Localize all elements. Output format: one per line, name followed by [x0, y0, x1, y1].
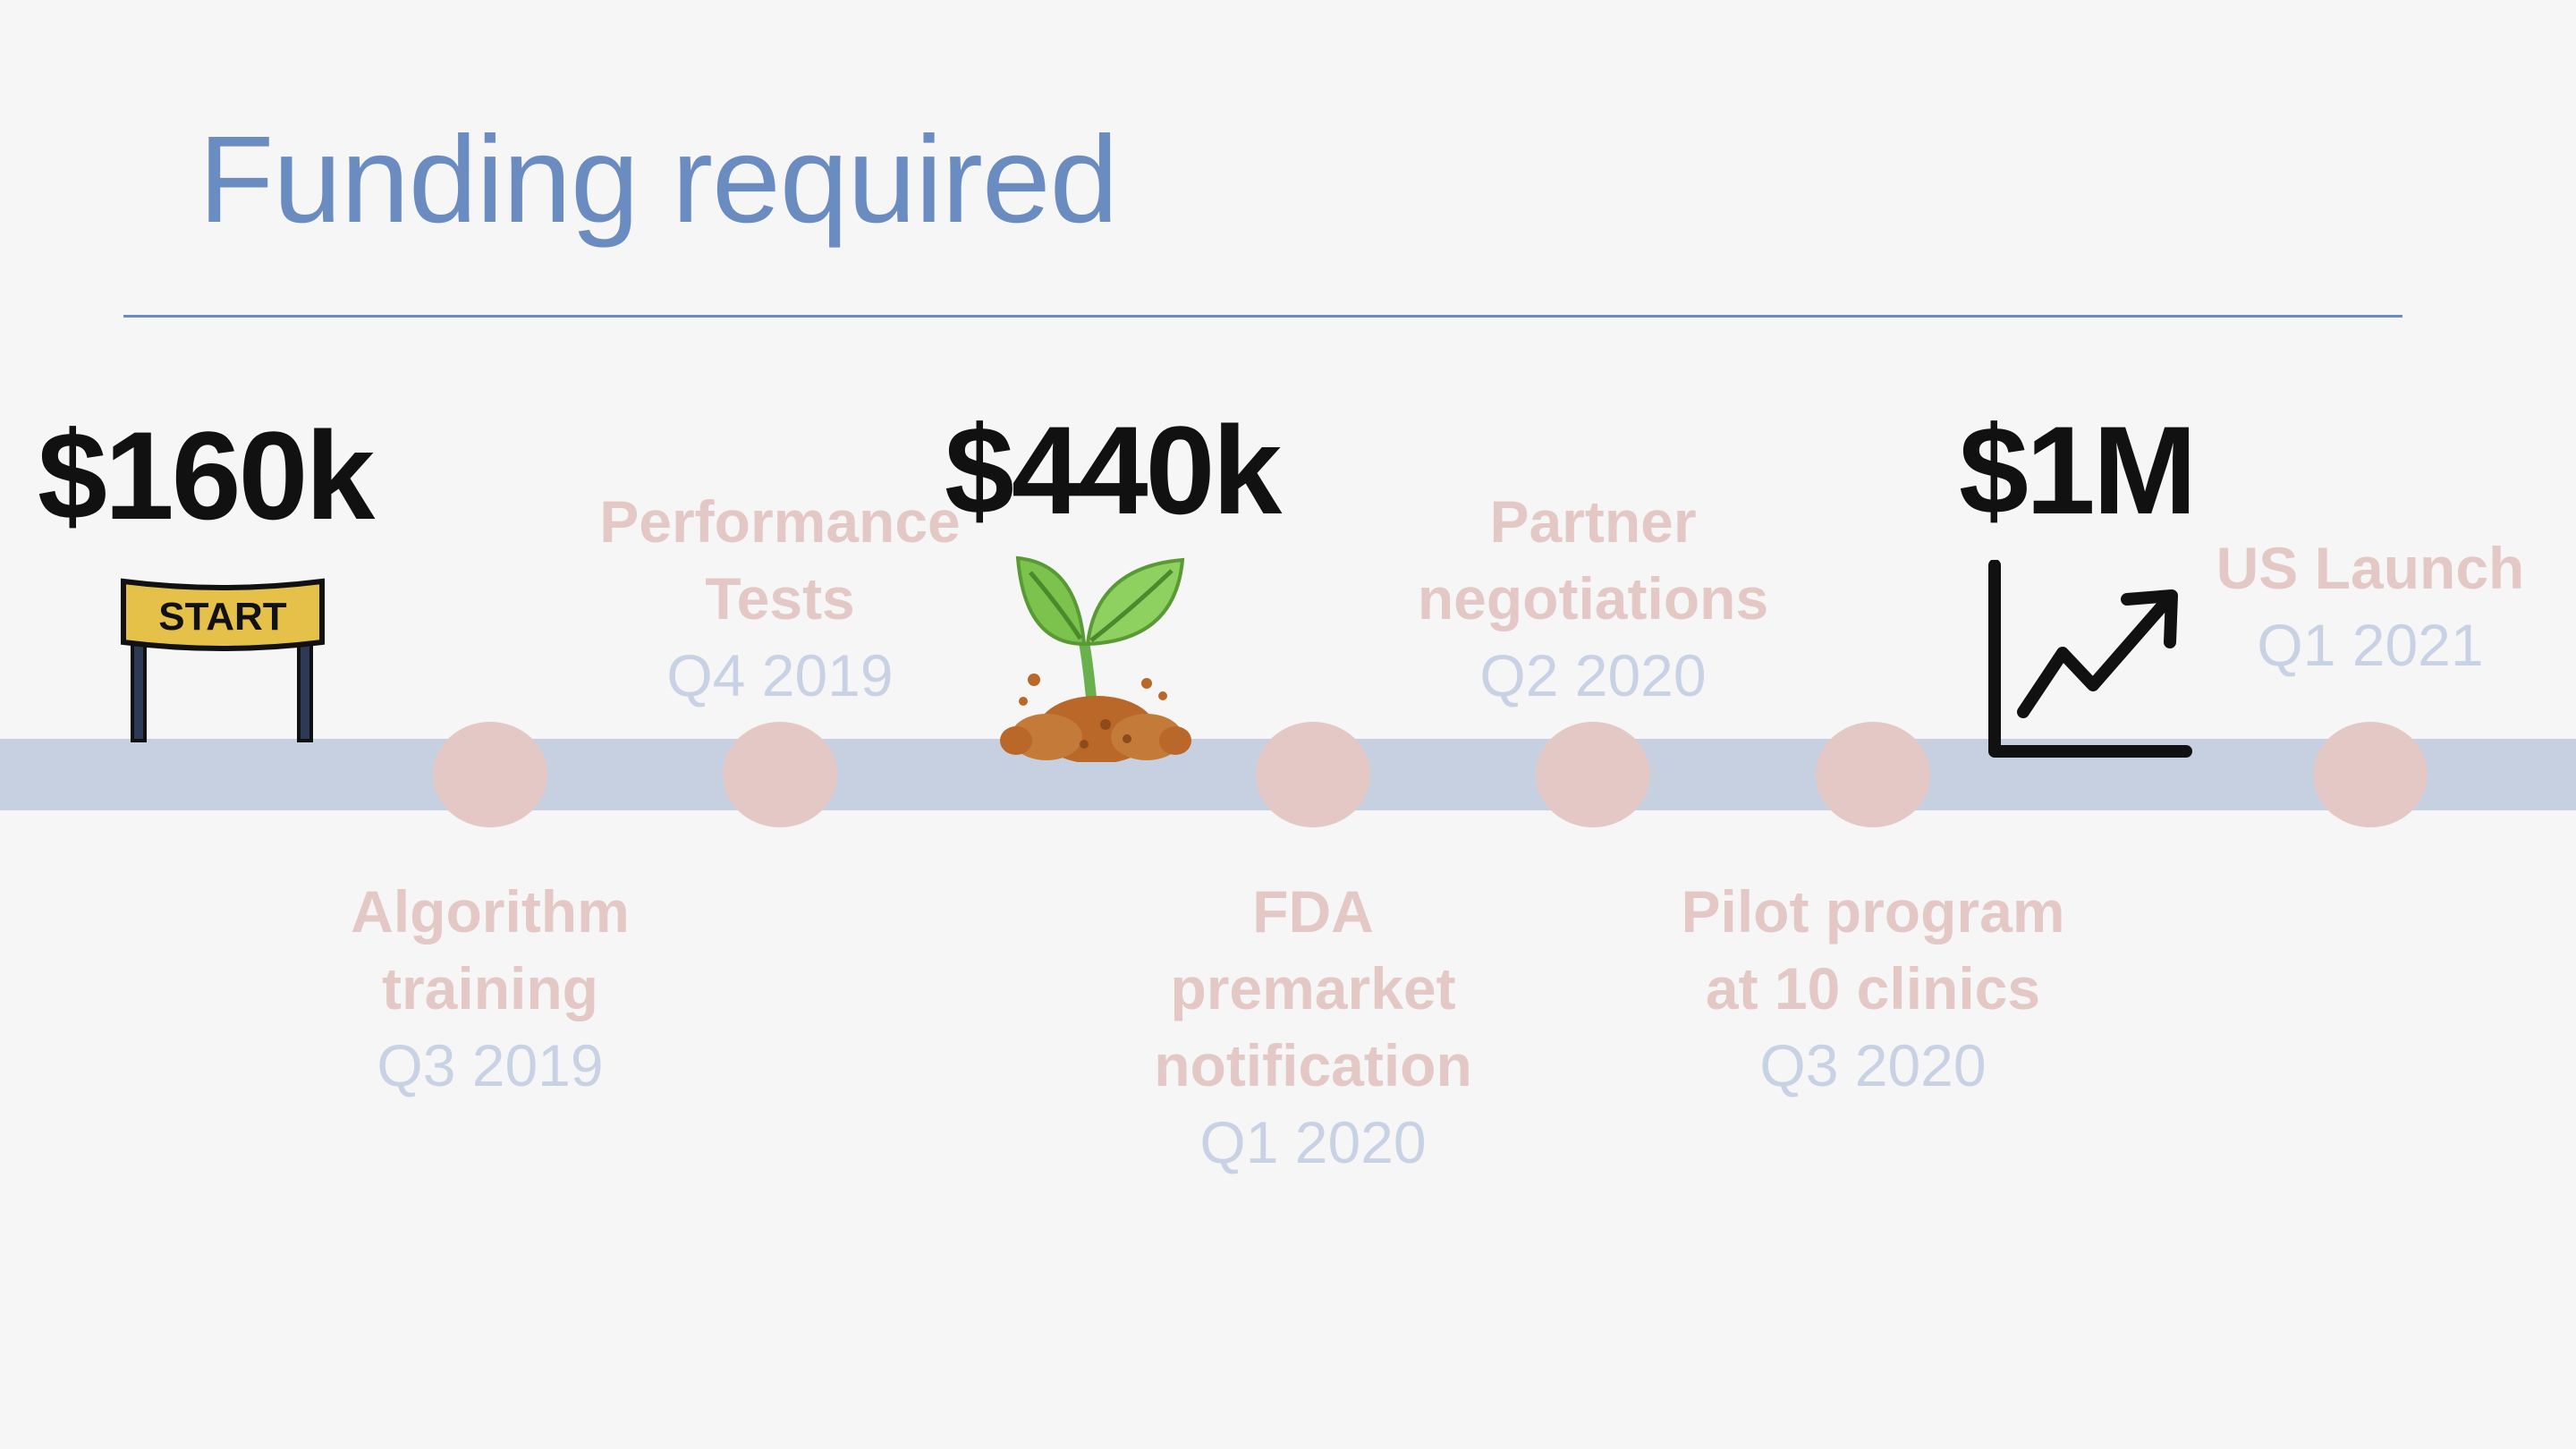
funding-amount-seed: $160k: [38, 405, 375, 546]
milestone-label-line1: FDA: [1252, 878, 1374, 945]
milestone-date: Q1 2020: [1199, 1109, 1427, 1175]
milestone-dot-partner-negotiations: [1536, 722, 1650, 827]
milestone-dot-performance-tests: [723, 722, 837, 827]
start-sign-label: START: [158, 595, 287, 639]
milestone-partner-negotiations: Partner negotiations Q2 2020: [1418, 483, 1768, 714]
milestone-label-line2: Tests: [705, 565, 855, 631]
milestone-label-line1: Partner: [1489, 488, 1697, 555]
milestone-date: Q1 2021: [2257, 612, 2484, 678]
start-sign-icon: START: [118, 574, 327, 744]
milestone-date: Q3 2020: [1759, 1032, 1987, 1098]
milestone-label-line1: Algorithm: [351, 878, 630, 945]
milestone-date: Q4 2019: [666, 642, 894, 708]
page-title: Funding required: [199, 111, 1118, 249]
milestone-label-line2: at 10 clinics: [1705, 955, 2041, 1021]
funding-amount-round-two: $440k: [945, 400, 1282, 540]
milestone-date: Q2 2020: [1479, 642, 1707, 708]
growth-chart-icon: [1986, 559, 2197, 762]
milestone-performance-tests: Performance Tests Q4 2019: [599, 483, 961, 714]
milestone-fda-premarket: FDA premarket notification Q1 2020: [1154, 873, 1472, 1181]
milestone-date: Q3 2019: [377, 1032, 604, 1098]
milestone-dot-pilot-program: [1816, 722, 1930, 827]
milestone-label-line1: Pilot program: [1681, 878, 2065, 945]
milestone-dot-us-launch: [2313, 722, 2428, 827]
seedling-icon: [998, 555, 1195, 764]
milestone-us-launch: US Launch Q1 2021: [2216, 530, 2525, 683]
milestone-label-line2: premarket: [1170, 955, 1456, 1021]
title-divider: [123, 315, 2402, 318]
milestone-label-line2: training: [381, 955, 598, 1021]
funding-amount-round-three: $1M: [1959, 400, 2197, 540]
milestone-pilot-program: Pilot program at 10 clinics Q3 2020: [1681, 873, 2064, 1104]
milestone-label-line1: Performance: [599, 488, 961, 555]
milestone-dot-algorithm-training: [433, 722, 547, 827]
milestone-dot-fda-premarket: [1256, 722, 1370, 827]
milestone-label-line2: negotiations: [1417, 565, 1769, 631]
milestone-label-line1: US Launch: [2216, 535, 2525, 601]
milestone-algorithm-training: Algorithm training Q3 2019: [351, 873, 630, 1104]
milestone-label-line3: notification: [1154, 1032, 1472, 1098]
